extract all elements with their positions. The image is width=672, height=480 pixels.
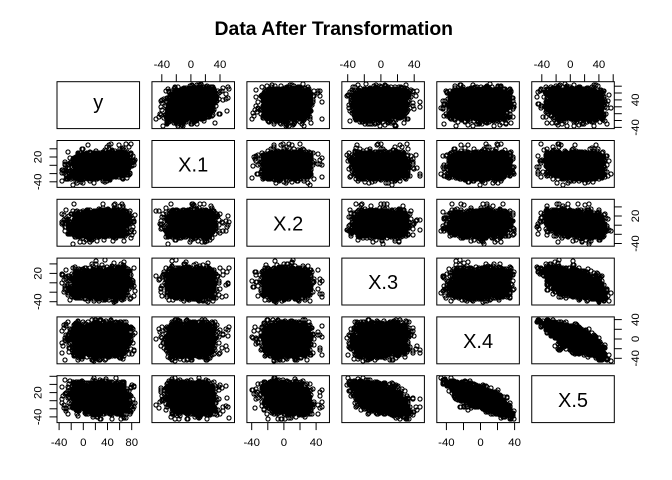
svg-text:0: 0 bbox=[188, 59, 194, 71]
svg-text:-40: -40 bbox=[51, 437, 67, 449]
svg-text:-40: -40 bbox=[33, 409, 45, 425]
svg-text:-40: -40 bbox=[630, 235, 642, 251]
svg-text:-40: -40 bbox=[243, 437, 259, 449]
svg-text:-40: -40 bbox=[438, 437, 454, 449]
svg-text:0: 0 bbox=[567, 59, 573, 71]
svg-text:40: 40 bbox=[508, 437, 521, 449]
svg-text:Data After Transformation: Data After Transformation bbox=[215, 18, 453, 40]
svg-text:80: 80 bbox=[125, 437, 138, 449]
svg-text:40: 40 bbox=[630, 313, 642, 326]
svg-text:40: 40 bbox=[593, 59, 606, 71]
svg-text:40: 40 bbox=[310, 437, 323, 449]
svg-text:0: 0 bbox=[477, 437, 483, 449]
svg-text:X.5: X.5 bbox=[558, 390, 588, 412]
svg-text:X.1: X.1 bbox=[178, 155, 208, 177]
svg-text:-40: -40 bbox=[33, 174, 45, 190]
svg-text:0: 0 bbox=[80, 437, 86, 449]
svg-text:40: 40 bbox=[101, 437, 114, 449]
svg-text:0: 0 bbox=[378, 59, 384, 71]
svg-text:40: 40 bbox=[630, 94, 642, 107]
svg-text:y: y bbox=[93, 92, 103, 114]
svg-text:0: 0 bbox=[281, 437, 287, 449]
svg-text:0: 0 bbox=[630, 336, 642, 342]
svg-text:-40: -40 bbox=[630, 119, 642, 135]
svg-text:-40: -40 bbox=[339, 59, 355, 71]
svg-text:X.2: X.2 bbox=[273, 213, 303, 235]
svg-text:40: 40 bbox=[408, 59, 421, 71]
svg-text:20: 20 bbox=[33, 386, 45, 399]
svg-text:X.3: X.3 bbox=[368, 272, 398, 294]
svg-text:X.4: X.4 bbox=[463, 331, 493, 353]
svg-text:-40: -40 bbox=[154, 59, 170, 71]
svg-text:20: 20 bbox=[33, 151, 45, 164]
svg-text:20: 20 bbox=[33, 267, 45, 280]
svg-text:20: 20 bbox=[630, 210, 642, 223]
svg-text:40: 40 bbox=[214, 59, 227, 71]
svg-text:-40: -40 bbox=[33, 293, 45, 309]
svg-text:-40: -40 bbox=[630, 350, 642, 366]
svg-text:-40: -40 bbox=[534, 59, 550, 71]
